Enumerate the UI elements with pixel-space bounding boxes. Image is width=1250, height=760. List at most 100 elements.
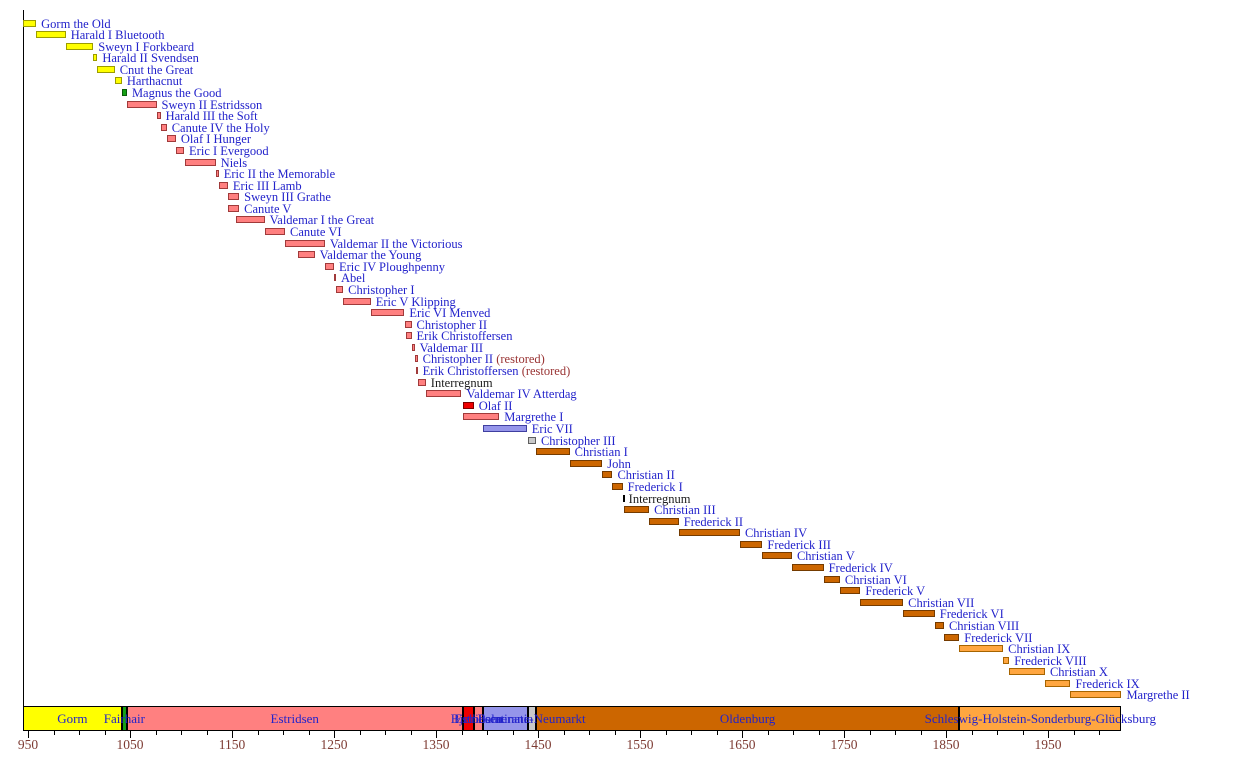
axis-major-tick xyxy=(538,731,539,738)
monarch-name: Canute VI xyxy=(290,224,342,239)
reign-bar xyxy=(462,401,474,409)
axis-minor-tick xyxy=(614,731,616,735)
reign-bar xyxy=(482,425,527,432)
axis-minor-tick xyxy=(359,731,361,735)
reign-label: Frederick IX xyxy=(1075,677,1139,691)
axis-minor-tick xyxy=(53,731,55,735)
axis-major-tick xyxy=(946,731,947,738)
monarch-name: Harthacnut xyxy=(126,74,183,89)
reign-label: Harald I Bluetooth xyxy=(71,29,165,42)
reign-label: Valdemar I the Great xyxy=(270,214,374,227)
reign-bar xyxy=(415,367,418,375)
reign-label: John xyxy=(607,456,631,471)
reign-bar xyxy=(285,239,325,247)
reign-label: Christian X xyxy=(1050,666,1108,679)
reign-label: Christopher I xyxy=(348,283,414,297)
monarch-name: Margrethe II xyxy=(1126,688,1190,703)
reign-label: Valdemar III xyxy=(420,341,484,355)
axis-minor-tick xyxy=(716,731,718,735)
axis-major-tick xyxy=(130,731,131,738)
monarch-name: Eric V Klipping xyxy=(375,294,456,309)
monarch-name: John xyxy=(607,456,631,471)
dynasty-band-segment xyxy=(482,706,528,731)
axis-minor-tick xyxy=(691,731,692,735)
monarch-name: Abel xyxy=(341,271,366,286)
reign-label: Frederick VI xyxy=(940,608,1004,621)
reign-label: Gorm the Old xyxy=(41,17,110,30)
reign-label: Eric III Lamb xyxy=(233,179,302,192)
reign-bar xyxy=(762,552,792,560)
monarch-name: Harald II Svendsen xyxy=(102,51,199,65)
reign-label: Christian VI xyxy=(845,573,907,586)
reign-bar xyxy=(414,355,418,363)
axis-tick-label: 1550 xyxy=(626,737,654,752)
reign-bar xyxy=(934,621,944,629)
reign-bar xyxy=(569,459,603,467)
monarch-name: Eric III Lamb xyxy=(232,178,302,193)
monarch-name: Erik Christoffersen xyxy=(422,363,519,378)
restored-suffix: (restored) xyxy=(518,363,571,378)
reign-label: Harald II Svendsen xyxy=(102,52,199,65)
reign-bar xyxy=(156,112,161,120)
dynasty-label: Oldenburg xyxy=(719,710,776,726)
monarch-name: Christian VI xyxy=(844,572,907,587)
axis-minor-tick xyxy=(895,731,896,735)
reign-bar xyxy=(943,633,960,641)
axis-tick-label: 1750 xyxy=(830,737,858,752)
reign-bar xyxy=(126,100,157,108)
axis-major-tick xyxy=(1048,731,1049,738)
monarch-name: Christian II xyxy=(617,468,675,483)
axis-tick-label: 1450 xyxy=(524,737,552,752)
reign-bar xyxy=(649,517,679,525)
reign-bar xyxy=(417,378,426,386)
reign-label: Canute V xyxy=(244,202,291,216)
reign-bar xyxy=(1070,691,1122,699)
reign-bar xyxy=(343,297,371,305)
reign-label: Christian II xyxy=(617,469,674,482)
axis-minor-tick xyxy=(308,731,310,735)
dynasty-band-segment xyxy=(527,706,536,731)
reign-label: Eric VI Menved xyxy=(409,307,490,320)
axis-minor-tick xyxy=(257,731,259,735)
reign-label: Frederick I xyxy=(628,480,683,494)
reign-label: Interregnum xyxy=(629,492,691,505)
reign-bar xyxy=(839,587,861,595)
monarch-name: Niels xyxy=(220,155,248,170)
reign-bar xyxy=(264,228,286,236)
axis-major-tick xyxy=(640,731,641,738)
monarch-name: Christian I xyxy=(574,444,628,459)
axis-major-tick xyxy=(28,731,29,738)
dynasty-band-segment xyxy=(462,706,474,731)
axis-tick-label: 1250 xyxy=(320,737,348,752)
reign-bar xyxy=(535,448,570,456)
axis-tick-label: 1850 xyxy=(932,737,960,752)
monarch-name: Valdemar the Young xyxy=(319,247,422,262)
reign-label: Abel xyxy=(341,272,365,285)
reign-bar xyxy=(623,506,650,514)
reign-label: Valdemar II the Victorious xyxy=(330,237,463,250)
reign-label: Christopher II (restored) xyxy=(423,353,545,366)
axis-tick-label: 1150 xyxy=(218,737,246,752)
dynasty-band-segment xyxy=(535,706,960,731)
reign-label: Valdemar the Young xyxy=(320,249,422,262)
reign-label: Canute VI xyxy=(290,226,342,239)
reign-bar xyxy=(236,216,265,224)
reign-label: Sweyn I Forkbeard xyxy=(98,40,194,53)
reign-label: Sweyn II Estridsson xyxy=(162,98,263,111)
reign-label: Sweyn III Grathe xyxy=(244,191,331,204)
reign-label: Margrethe I xyxy=(504,411,563,424)
dynasty-band-segment xyxy=(22,706,122,731)
axis-minor-tick xyxy=(665,731,667,735)
reign-label: Christian IV xyxy=(745,527,807,540)
reign-bar xyxy=(22,19,37,27)
monarch-name: Frederick VI xyxy=(939,607,1004,622)
reign-label: Eric V Klipping xyxy=(376,295,456,308)
reign-bar xyxy=(860,598,904,606)
reign-bar xyxy=(959,645,1004,653)
axis-minor-tick xyxy=(1073,731,1075,735)
axis-minor-tick xyxy=(997,731,998,735)
reign-label: Eric VII xyxy=(532,423,573,436)
monarch-name: Interregnum xyxy=(430,375,493,390)
dynasty-label: Schleswig-Holstein-Sonderburg-Glücksburg xyxy=(924,710,1157,726)
reign-label: Frederick VIII xyxy=(1014,654,1086,667)
